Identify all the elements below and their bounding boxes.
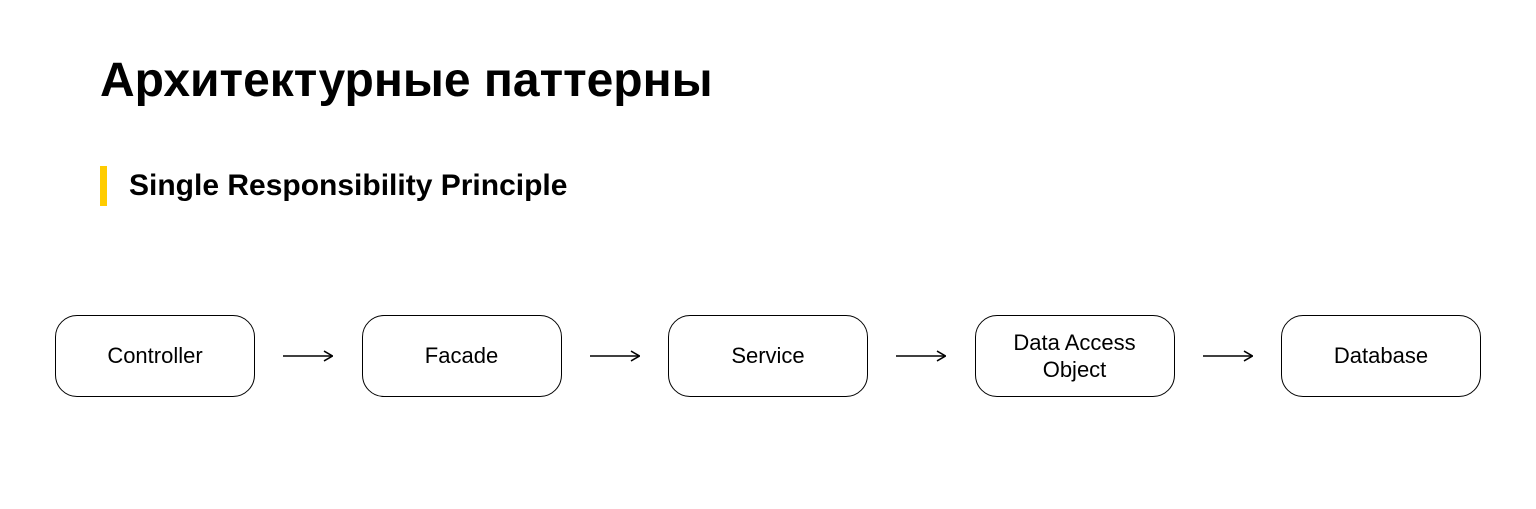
arrow-right-icon [1203,346,1253,366]
accent-bar [100,166,107,206]
arrow-right-icon [283,346,333,366]
flowchart: Controller Facade Service Data Access Objec… [55,315,1481,397]
flow-node-dao: Data Access Object [975,315,1175,397]
slide-title: Архитектурные паттерны [100,55,1436,108]
slide-subtitle: Single Responsibility Principle [129,169,567,203]
subtitle-row: Single Responsibility Principle [100,166,1436,206]
flow-node-database: Database [1281,315,1481,397]
flow-node-controller: Controller [55,315,255,397]
flow-node-facade: Facade [362,315,562,397]
flow-node-service: Service [668,315,868,397]
arrow-right-icon [590,346,640,366]
arrow-right-icon [896,346,946,366]
slide-root: Архитектурные паттерны Single Responsibi… [0,0,1536,509]
